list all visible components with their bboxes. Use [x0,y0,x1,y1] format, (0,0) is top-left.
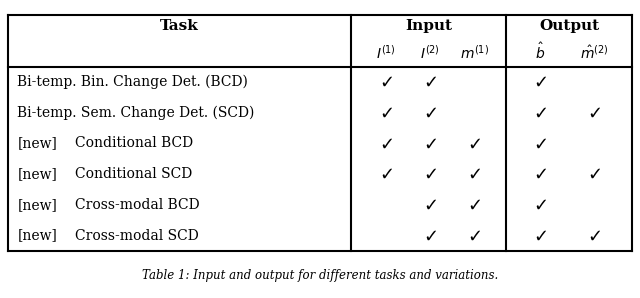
Text: Cross-modal BCD: Cross-modal BCD [75,198,199,212]
Text: $\checkmark$: $\checkmark$ [467,226,481,244]
Text: $m^{(1)}$: $m^{(1)}$ [460,44,489,61]
Text: $\checkmark$: $\checkmark$ [587,165,601,183]
Text: $\checkmark$: $\checkmark$ [533,134,547,152]
Text: Conditional SCD: Conditional SCD [75,167,192,181]
Text: [new]: [new] [17,136,57,150]
Text: [new]: [new] [17,167,57,181]
Text: Bi-temp. Sem. Change Det. (SCD): Bi-temp. Sem. Change Det. (SCD) [17,105,255,120]
Text: $\checkmark$: $\checkmark$ [379,104,393,122]
Text: $\checkmark$: $\checkmark$ [467,196,481,214]
Text: $\checkmark$: $\checkmark$ [422,226,436,244]
Text: $\checkmark$: $\checkmark$ [587,104,601,122]
Text: $\checkmark$: $\checkmark$ [587,226,601,244]
Text: $\checkmark$: $\checkmark$ [379,73,393,91]
Text: $\checkmark$: $\checkmark$ [422,165,436,183]
Text: $\hat{m}^{(2)}$: $\hat{m}^{(2)}$ [580,44,608,61]
Text: $\checkmark$: $\checkmark$ [533,104,547,122]
Text: Table 1: Input and output for different tasks and variations.: Table 1: Input and output for different … [142,269,498,283]
Text: $I^{(2)}$: $I^{(2)}$ [420,44,440,61]
Text: $\checkmark$: $\checkmark$ [467,134,481,152]
Text: $\checkmark$: $\checkmark$ [379,165,393,183]
Text: Cross-modal SCD: Cross-modal SCD [75,229,198,243]
Text: [new]: [new] [17,198,57,212]
Text: $\checkmark$: $\checkmark$ [422,73,436,91]
Text: $I^{(1)}$: $I^{(1)}$ [376,44,396,61]
Text: Input: Input [405,19,452,33]
Text: $\hat{b}$: $\hat{b}$ [535,42,545,63]
Text: $\checkmark$: $\checkmark$ [533,196,547,214]
Text: $\checkmark$: $\checkmark$ [379,134,393,152]
Text: $\checkmark$: $\checkmark$ [533,226,547,244]
Text: $\checkmark$: $\checkmark$ [467,165,481,183]
Text: $\checkmark$: $\checkmark$ [533,165,547,183]
Text: Output: Output [539,19,599,33]
Text: [new]: [new] [17,229,57,243]
Text: Task: Task [160,19,198,33]
Text: $\checkmark$: $\checkmark$ [422,134,436,152]
Text: Bi-temp. Bin. Change Det. (BCD): Bi-temp. Bin. Change Det. (BCD) [17,75,248,89]
Text: $\checkmark$: $\checkmark$ [422,196,436,214]
Text: $\checkmark$: $\checkmark$ [422,104,436,122]
Text: Conditional BCD: Conditional BCD [75,136,193,150]
Text: $\checkmark$: $\checkmark$ [533,73,547,91]
